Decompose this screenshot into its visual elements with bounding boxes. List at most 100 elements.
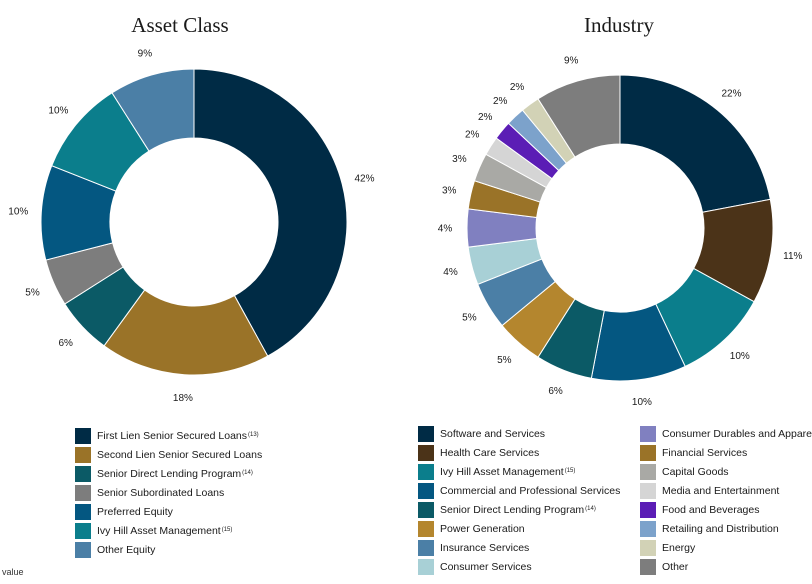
value-label-food-and-beverages: 2%	[478, 112, 493, 123]
legend-label: Senior Direct Lending Program	[440, 503, 585, 516]
legend-label: Energy	[662, 541, 696, 554]
legend-swatch	[75, 484, 91, 501]
legend-swatch	[640, 501, 656, 518]
legend-swatch	[640, 482, 656, 499]
legend-footnote: (15)	[564, 467, 576, 474]
industry-donut: 22%11%10%10%6%5%5%4%4%3%3%2%2%2%2%9%	[438, 55, 803, 408]
legend-label: Financial Services	[662, 446, 748, 459]
legend-label: Software and Services	[440, 427, 546, 440]
legend-item-retailing-and-distribution: Retailing and Distribution	[640, 520, 812, 537]
legend-item-capital-goods: Capital Goods	[640, 463, 812, 480]
value-label-energy: 2%	[510, 82, 525, 93]
legend-swatch	[640, 444, 656, 461]
legend-item-other-equity: Other Equity	[75, 541, 262, 558]
legend-swatch	[418, 482, 434, 499]
value-label-preferred-equity: 10%	[8, 206, 28, 217]
legend-item-second-lien-senior-secured-loans: Second Lien Senior Secured Loans	[75, 446, 262, 463]
value-label-commercial-and-professional-services: 10%	[632, 397, 652, 408]
legend-item-media-and-entertainment: Media and Entertainment	[640, 482, 812, 499]
legend-footnote: (13)	[248, 431, 259, 438]
legend-label: Retailing and Distribution	[662, 522, 779, 535]
slice-software-and-services	[619, 74, 771, 213]
value-label-financial-services: 3%	[442, 185, 457, 196]
legend-item-senior-subordinated-loans: Senior Subordinated Loans	[75, 484, 262, 501]
legend-item-commercial-and-professional-services: Commercial and Professional Services	[418, 482, 620, 499]
legend-item-first-lien-senior-secured-loans: First Lien Senior Secured Loans (13)	[75, 427, 262, 444]
legend-label: Ivy Hill Asset Management	[440, 465, 564, 478]
slice-other-equity	[111, 68, 195, 152]
legend-label: Senior Direct Lending Program	[97, 467, 242, 480]
legend-swatch	[75, 503, 91, 520]
legend-item-consumer-durables-and-apparel: Consumer Durables and Apparel	[640, 425, 812, 442]
legend-label: Ivy Hill Asset Management	[97, 524, 221, 537]
industry-legend-col-1: Software and Services Health Care Service…	[418, 425, 620, 577]
legend-label: Consumer Services	[440, 560, 532, 573]
legend-label: First Lien Senior Secured Loans	[97, 429, 247, 442]
value-label-other: 9%	[564, 55, 579, 66]
value-label-senior-direct-lending-program: 6%	[58, 338, 73, 349]
legend-swatch	[640, 425, 656, 442]
legend-item-senior-direct-lending-program: Senior Direct Lending Program (14)	[418, 501, 620, 518]
industry-title: Industry	[584, 13, 654, 37]
legend-item-financial-services: Financial Services	[640, 444, 812, 461]
value-label-first-lien-senior-secured-loans: 42%	[354, 174, 374, 185]
value-label-health-care-services: 11%	[783, 251, 802, 262]
asset-class-legend: First Lien Senior Secured Loans (13) Secon…	[75, 427, 262, 560]
value-label-other-equity: 9%	[138, 49, 153, 60]
legend-item-software-and-services: Software and Services	[418, 425, 620, 442]
legend-item-power-generation: Power Generation	[418, 520, 620, 537]
value-label-software-and-services: 22%	[721, 89, 741, 100]
legend-swatch	[640, 520, 656, 537]
legend-swatch	[640, 539, 656, 556]
legend-label: Commercial and Professional Services	[440, 484, 621, 497]
value-label-second-lien-senior-secured-loans: 18%	[173, 393, 193, 404]
legend-item-energy: Energy	[640, 539, 812, 556]
value-label-capital-goods: 3%	[452, 154, 467, 165]
legend-swatch	[640, 558, 656, 575]
value-label-consumer-services: 4%	[443, 267, 458, 278]
legend-item-insurance-services: Insurance Services	[418, 539, 620, 556]
legend-swatch	[75, 446, 91, 463]
legend-label: Preferred Equity	[97, 505, 173, 518]
legend-swatch	[418, 558, 434, 575]
legend-swatch	[418, 520, 434, 537]
legend-item-consumer-services: Consumer Services	[418, 558, 620, 575]
legend-swatch	[418, 425, 434, 442]
legend-label: Health Care Services	[440, 446, 540, 459]
footer-note: value	[2, 567, 24, 577]
value-label-ivy-hill-asset-management: 10%	[730, 351, 750, 362]
value-label-consumer-durables-and-apparel: 4%	[438, 224, 453, 235]
legend-swatch	[418, 444, 434, 461]
value-label-ivy-hill-asset-management: 10%	[48, 105, 68, 116]
legend-swatch	[75, 465, 91, 482]
legend-label: Consumer Durables and Apparel	[662, 427, 812, 440]
legend-swatch	[418, 501, 434, 518]
legend-footnote: (14)	[585, 505, 596, 512]
value-label-retailing-and-distribution: 2%	[493, 96, 508, 107]
legend-item-food-and-beverages: Food and Beverages	[640, 501, 812, 518]
legend-swatch	[75, 427, 91, 444]
legend-label: Other Equity	[97, 543, 156, 556]
legend-item-ivy-hill-asset-management: Ivy Hill Asset Management (15)	[75, 522, 262, 539]
legend-label: Insurance Services	[440, 541, 530, 554]
value-label-senior-subordinated-loans: 5%	[25, 287, 40, 298]
legend-label: Food and Beverages	[662, 503, 760, 516]
legend-label: Second Lien Senior Secured Loans	[97, 448, 263, 461]
legend-swatch	[418, 463, 434, 480]
legend-item-other: Other	[640, 558, 812, 575]
legend-item-ivy-hill-asset-management: Ivy Hill Asset Management (15)	[418, 463, 620, 480]
asset-class-donut: 42% 18% 6% 5% 10% 10% 9%	[8, 49, 374, 405]
industry-legend-col-2: Consumer Durables and Apparel Financial S…	[640, 425, 812, 577]
legend-footnote: (14)	[242, 469, 253, 476]
slice-other	[537, 74, 621, 158]
slice-first-lien-senior-secured-loans	[193, 68, 348, 357]
asset-class-title: Asset Class	[131, 13, 228, 37]
legend-swatch	[418, 539, 434, 556]
value-label-insurance-services: 5%	[462, 313, 477, 324]
value-label-senior-direct-lending-program: 6%	[548, 386, 563, 397]
legend-label: Power Generation	[440, 522, 525, 535]
legend-label: Senior Subordinated Loans	[97, 486, 225, 499]
legend-label: Other	[662, 560, 689, 573]
legend-swatch	[75, 522, 91, 539]
